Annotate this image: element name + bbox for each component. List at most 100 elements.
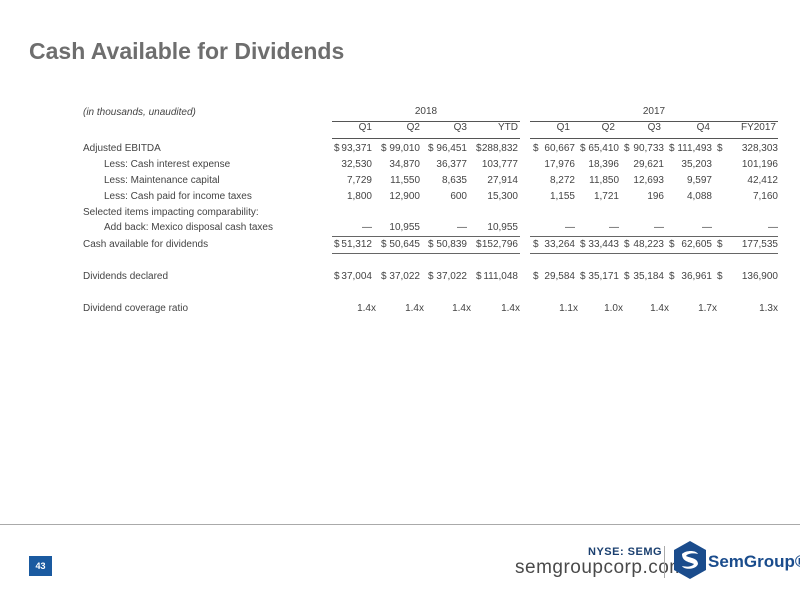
cell-2017-q2: 1,721 [593, 191, 619, 202]
cell-2018-q2: 11,550 [390, 175, 420, 186]
col-header-2017-q1: Q1 [556, 122, 570, 133]
dollar-sign: $ [428, 271, 434, 282]
col-header-2018-q3: Q3 [453, 122, 467, 133]
cell-2017-q4: — [702, 222, 712, 233]
cell-2017-q2: 35,171 [588, 271, 619, 282]
cell-2017-q3: 48,223 [633, 239, 664, 250]
cell-2018-ytd: 10,955 [487, 222, 518, 233]
dollar-sign: $ [624, 239, 630, 250]
dollar-sign: $ [334, 143, 340, 154]
row-label: Less: Cash interest expense [104, 159, 231, 170]
dollar-sign: $ [381, 271, 387, 282]
row-label: Adjusted EBITDA [83, 143, 161, 154]
cell-fy2017: 1.3x [759, 303, 778, 314]
cell-2018-q1: 7,729 [346, 175, 372, 186]
col-header-fy2017: FY2017 [740, 122, 776, 133]
col-header-2017-q2: Q2 [601, 122, 615, 133]
dollar-sign: $ [669, 239, 675, 250]
website-link[interactable]: semgroupcorp.com [515, 557, 686, 578]
dollar-sign: $ [476, 239, 482, 250]
cell-2018-q3: 37,022 [436, 271, 467, 282]
cell-2018-q3: 50,839 [436, 239, 467, 250]
page-number: 43 [29, 556, 52, 576]
cell-2017-q1: — [565, 222, 575, 233]
cell-2018-q2: 50,645 [389, 239, 420, 250]
cell-2018-ytd: 288,832 [481, 143, 518, 154]
cell-2018-q2: 99,010 [389, 143, 420, 154]
dollar-sign: $ [381, 239, 387, 250]
cell-2018-q2: 1.4x [405, 303, 424, 314]
cell-2018-ytd: 27,914 [487, 175, 518, 186]
row-selected-items: Selected items impacting comparability: [0, 207, 800, 223]
dollar-sign: $ [717, 239, 723, 250]
row-label: Add back: Mexico disposal cash taxes [104, 222, 273, 233]
dollar-sign: $ [580, 239, 586, 250]
ticker-label: NYSE: SEMG [588, 546, 663, 558]
cell-2017-q4: 36,961 [681, 271, 712, 282]
row-maintenance-capital: Less: Maintenance capital 7,729 11,550 8… [0, 175, 800, 191]
cell-2017-q3: — [654, 222, 664, 233]
dollar-sign: $ [533, 271, 539, 282]
cell-2018-q1: 51,312 [341, 239, 372, 250]
dollar-sign: $ [533, 143, 539, 154]
cell-2017-q2: 1.0x [604, 303, 623, 314]
cell-2017-q2: — [609, 222, 619, 233]
subtotal-rule-2017 [530, 236, 778, 237]
row-cash-interest-expense: Less: Cash interest expense 32,530 34,87… [0, 159, 800, 175]
cell-2018-ytd: 103,777 [481, 159, 518, 170]
dollar-sign: $ [580, 143, 586, 154]
cell-2018-q2: 12,900 [389, 191, 420, 202]
cell-2017-q3: 12,693 [633, 175, 664, 186]
cell-2018-q2: 10,955 [389, 222, 420, 233]
footer-divider [0, 524, 800, 525]
col-header-2017-q4: Q4 [696, 122, 710, 133]
dollar-sign: $ [428, 143, 434, 154]
cell-2017-q4: 1.7x [698, 303, 717, 314]
row-dividend-coverage: Dividend coverage ratio 1.4x 1.4x 1.4x 1… [0, 303, 800, 319]
cell-2017-q2: 11,850 [589, 175, 619, 186]
cell-2017-q3: 196 [647, 191, 664, 202]
dollar-sign: $ [381, 143, 387, 154]
cell-2017-q1: 8,272 [549, 175, 575, 186]
dollar-sign: $ [624, 143, 630, 154]
row-label: Dividends declared [83, 271, 169, 282]
dollar-sign: $ [580, 271, 586, 282]
cell-2018-q1: 1,800 [346, 191, 372, 202]
cell-2018-q3: — [457, 222, 467, 233]
cell-2018-q1: 1.4x [357, 303, 376, 314]
total-rule-2018 [332, 253, 520, 254]
cell-fy2017: 42,412 [747, 175, 778, 186]
cell-2017-q4: 62,605 [681, 239, 712, 250]
cell-2018-ytd: 1.4x [501, 303, 520, 314]
cell-2017-q2: 33,443 [588, 239, 619, 250]
total-rule-2017 [530, 253, 778, 254]
cell-2017-q4: 9,597 [686, 175, 712, 186]
dollar-sign: $ [533, 239, 539, 250]
cell-2017-q2: 65,410 [588, 143, 619, 154]
quarter-header-row: Q1 Q2 Q3 YTD Q1 Q2 Q3 Q4 FY2017 [0, 122, 800, 138]
cell-2017-q4: 111,493 [677, 143, 712, 154]
cell-2018-q3: 36,377 [436, 159, 467, 170]
cell-2017-q1: 33,264 [544, 239, 575, 250]
cell-2018-q3: 96,451 [436, 143, 467, 154]
semgroup-logo-icon [672, 540, 708, 585]
row-cash-available: Cash available for dividends $ $ $ $ $ $… [0, 239, 800, 255]
cell-2018-q2: 34,870 [389, 159, 420, 170]
row-income-taxes: Less: Cash paid for income taxes 1,800 1… [0, 191, 800, 207]
dollar-sign: $ [669, 143, 675, 154]
cell-2018-q3: 600 [450, 191, 467, 202]
row-label: Selected items impacting comparability: [83, 207, 259, 218]
cell-2017-q3: 90,733 [633, 143, 664, 154]
dollar-sign: $ [717, 143, 723, 154]
dollar-sign: $ [334, 239, 340, 250]
row-dividends-declared: Dividends declared $ $ $ $ $ $ $ $ $ 37,… [0, 271, 800, 287]
cell-2017-q1: 17,976 [544, 159, 575, 170]
cell-fy2017: 101,196 [741, 159, 778, 170]
cell-2017-q1: 29,584 [544, 271, 575, 282]
row-label: Cash available for dividends [83, 239, 209, 250]
cell-2018-q1: 32,530 [341, 159, 372, 170]
cell-fy2017: 328,303 [741, 143, 778, 154]
dollar-sign: $ [428, 239, 434, 250]
dollar-sign: $ [476, 271, 482, 282]
header-rule-2017 [530, 138, 778, 139]
